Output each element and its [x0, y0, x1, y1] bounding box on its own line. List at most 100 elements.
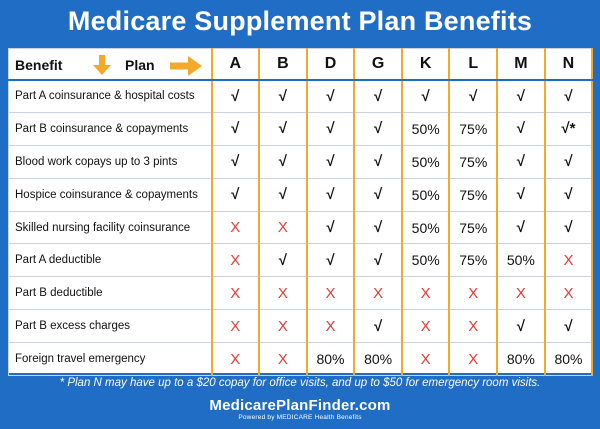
- benefit-label: Part A deductible: [8, 243, 212, 278]
- value-text: 50%: [411, 219, 440, 236]
- plan-cell-g: √: [353, 243, 403, 278]
- plan-cell-d: X: [305, 309, 356, 344]
- x-icon: X: [230, 350, 241, 368]
- plan-cell-a: √: [210, 79, 261, 113]
- plan-header-k: K: [400, 48, 451, 81]
- plan-cell-m: √: [496, 177, 546, 212]
- arrow-down-icon: [91, 54, 113, 79]
- plan-cell-k: 50%: [400, 144, 451, 179]
- plan-cell-g: √: [353, 79, 403, 113]
- value-text: 75%: [459, 153, 488, 170]
- check-icon: √: [516, 120, 525, 138]
- plan-cell-n: √: [543, 79, 594, 113]
- plan-cell-g: √: [353, 111, 403, 146]
- check-icon: √: [326, 186, 335, 204]
- benefit-label: Part B coinsurance & copayments: [8, 111, 212, 146]
- check-icon: √*: [561, 120, 576, 138]
- x-icon: X: [230, 251, 241, 269]
- plan-cell-b: X: [258, 309, 308, 344]
- plan-cell-n: X: [543, 243, 594, 278]
- check-icon: √: [278, 251, 287, 269]
- plan-cell-l: X: [448, 342, 499, 377]
- check-icon: √: [516, 186, 525, 204]
- plan-cell-n: √: [543, 144, 594, 179]
- benefit-label: Foreign travel emergency: [8, 342, 212, 377]
- benefit-label: Part A coinsurance & hospital costs: [8, 79, 212, 113]
- table-body: Part A coinsurance & hospital costs √ √ √ √ √…: [8, 79, 594, 377]
- check-icon: √: [516, 153, 525, 171]
- value-text: 80%: [554, 351, 583, 368]
- x-icon: X: [515, 284, 526, 302]
- plan-cell-l: 75%: [448, 111, 499, 146]
- x-icon: X: [468, 284, 479, 302]
- plan-cell-l: X: [448, 309, 499, 344]
- plan-cell-k: √: [400, 79, 451, 113]
- plan-cell-m: √: [496, 79, 546, 113]
- x-icon: X: [468, 317, 479, 335]
- plan-cell-g: √: [353, 309, 403, 344]
- x-icon: X: [420, 350, 431, 368]
- check-icon: √: [231, 87, 240, 105]
- plan-cell-d: √: [305, 144, 356, 179]
- plan-header-a: A: [210, 48, 261, 81]
- table-row: Foreign travel emergency X X 80% 80% X X 80% 80%: [8, 342, 594, 377]
- plan-cell-k: 50%: [400, 243, 451, 278]
- benefit-header-label: Benefit: [15, 57, 63, 73]
- check-icon: √: [564, 219, 573, 236]
- plan-cell-m: X: [496, 276, 546, 311]
- page-title: Medicare Supplement Plan Benefits: [67, 6, 533, 36]
- x-icon: X: [230, 317, 241, 335]
- plan-cell-b: √: [258, 243, 308, 278]
- plan-header-b: B: [258, 48, 308, 81]
- plan-cell-b: X: [258, 210, 308, 245]
- x-icon: X: [420, 284, 431, 302]
- plan-header-l: L: [448, 48, 499, 81]
- value-text: 75%: [459, 120, 488, 137]
- plan-cell-m: √: [496, 210, 546, 245]
- check-icon: √: [326, 87, 335, 105]
- x-icon: X: [468, 350, 479, 368]
- x-icon: X: [277, 350, 288, 368]
- value-text: 75%: [459, 219, 488, 236]
- plan-cell-d: √: [305, 210, 356, 245]
- plan-cell-m: √: [496, 309, 546, 344]
- value-text: 50%: [411, 153, 440, 170]
- check-icon: √: [278, 153, 287, 171]
- check-icon: √: [373, 317, 383, 335]
- plan-cell-l: √: [448, 79, 499, 113]
- check-icon: √: [564, 153, 573, 171]
- footnote: * Plan N may have up to a $20 copay for …: [59, 377, 541, 389]
- plan-cell-m: 50%: [496, 243, 546, 278]
- value-text: 50%: [411, 186, 440, 203]
- plan-cell-l: 75%: [448, 177, 499, 212]
- plan-cell-a: X: [210, 210, 261, 245]
- table-row: Blood work copays up to 3 pints √ √ √ √ 50% 75…: [8, 144, 594, 179]
- check-icon: √: [469, 87, 478, 105]
- table-row: Part A coinsurance & hospital costs √ √ √ √ √…: [8, 79, 594, 113]
- check-icon: √: [516, 87, 525, 105]
- plan-cell-b: X: [258, 276, 308, 311]
- check-icon: √: [516, 317, 525, 335]
- check-icon: √: [373, 251, 383, 269]
- check-icon: √: [326, 219, 335, 236]
- check-icon: √: [231, 186, 240, 204]
- x-icon: X: [230, 284, 241, 302]
- benefit-label: Part B excess charges: [8, 309, 212, 344]
- logo-text: MedicarePlanFinder.com: [209, 397, 391, 414]
- check-icon: √: [564, 317, 573, 335]
- plan-cell-k: 50%: [400, 177, 451, 212]
- plan-cell-g: X: [353, 276, 403, 311]
- check-icon: √: [326, 153, 335, 171]
- check-icon: √: [564, 87, 573, 105]
- plan-cell-d: √: [305, 79, 356, 113]
- check-icon: √: [373, 120, 383, 138]
- plan-cell-n: √: [543, 309, 594, 344]
- table-row: Hospice coinsurance & copayments √ √ √ √ 50% 7…: [8, 177, 594, 212]
- x-icon: X: [230, 219, 241, 236]
- plan-cell-n: X: [543, 276, 594, 311]
- plan-cell-k: X: [400, 276, 451, 311]
- plan-cell-n: √*: [543, 111, 594, 146]
- plan-cell-a: X: [210, 243, 261, 278]
